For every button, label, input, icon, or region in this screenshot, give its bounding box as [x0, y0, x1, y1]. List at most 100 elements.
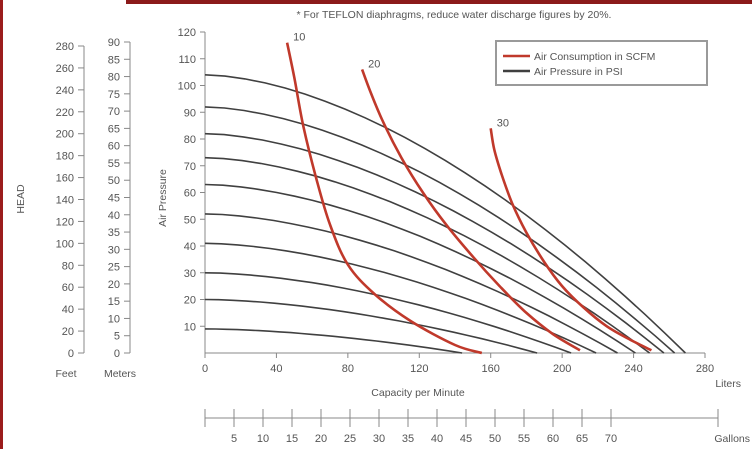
top-band — [126, 0, 752, 4]
feet-tick-label: 260 — [56, 63, 74, 75]
air-consumption-curve-label: 30 — [497, 117, 509, 129]
gallons-tick-label: 45 — [460, 433, 472, 445]
air-consumption-curve-label: 20 — [368, 58, 380, 70]
x-axis-title: Capacity per Minute — [371, 387, 465, 399]
x-tick-label: 40 — [270, 363, 282, 375]
y-tick-label: 40 — [184, 241, 196, 253]
y-tick-label: 80 — [184, 134, 196, 146]
air-pressure-curve — [204, 298, 538, 354]
air-consumption-curve — [489, 128, 652, 352]
y-tick-label: 20 — [184, 295, 196, 307]
air-pressure-curve — [204, 156, 651, 354]
legend-label-pressure: Air Pressure in PSI — [534, 66, 623, 78]
gallons-tick-label: 20 — [315, 433, 327, 445]
x-tick-label: 0 — [202, 363, 208, 375]
y-tick-label: 90 — [184, 107, 196, 119]
feet-tick-label: 160 — [56, 173, 74, 185]
meters-tick-label: 60 — [108, 141, 120, 153]
legend: Air Consumption in SCFM Air Pressure in … — [495, 40, 708, 86]
teflon-note: * For TEFLON diaphragms, reduce water di… — [297, 9, 612, 21]
x-tick-label: 80 — [342, 363, 354, 375]
meters-tick-label: 0 — [114, 348, 120, 360]
y-tick-label: 110 — [178, 54, 196, 66]
meters-tick-label: 75 — [108, 89, 120, 101]
y-tick-label: 60 — [184, 188, 196, 200]
meters-tick-label: 90 — [108, 37, 120, 49]
meters-tick-label: 30 — [108, 244, 120, 256]
gallons-tick-label: 5 — [231, 433, 237, 445]
x-tick-label: 120 — [410, 363, 428, 375]
gallons-tick-label: 25 — [344, 433, 356, 445]
y-axis-title: Air Pressure — [157, 169, 169, 227]
air-pressure-curve — [204, 328, 463, 354]
y-tick-label: 10 — [184, 321, 196, 333]
left-frame-bar — [0, 0, 3, 449]
feet-tick-label: 120 — [56, 216, 74, 228]
air-consumption-curve — [285, 42, 483, 355]
gallons-tick-label: 35 — [402, 433, 414, 445]
meters-tick-label: 35 — [108, 227, 120, 239]
gallons-tick-label: 40 — [431, 433, 443, 445]
air-consumption-curve-label: 10 — [293, 32, 305, 44]
meters-tick-label: 20 — [108, 279, 120, 291]
legend-label-consumption: Air Consumption in SCFM — [534, 51, 655, 63]
gallons-tick-label: 50 — [489, 433, 501, 445]
y-tick-label: 50 — [184, 214, 196, 226]
meters-tick-label: 85 — [108, 54, 120, 66]
air-pressure-curve — [204, 272, 572, 354]
y-tick-label: 30 — [184, 268, 196, 280]
air-pressure-curve — [204, 74, 686, 354]
air-pressure-curve — [204, 183, 636, 354]
gallons-tick-label: 65 — [576, 433, 588, 445]
feet-tick-label: 140 — [56, 195, 74, 207]
feet-tick-label: 220 — [56, 107, 74, 119]
meters-tick-label: 70 — [108, 106, 120, 118]
air-consumption-curves: 10 20 30 — [285, 32, 652, 355]
gallons-tick-label: 15 — [286, 433, 298, 445]
meters-tick-label: 10 — [108, 313, 120, 325]
x-tick-label: 160 — [482, 363, 500, 375]
x-tick-label: 240 — [624, 363, 642, 375]
head-axis-title: HEAD — [15, 184, 27, 214]
y-tick-label: 70 — [184, 161, 196, 173]
air-consumption-curve — [360, 68, 581, 352]
feet-tick-label: 180 — [56, 151, 74, 163]
feet-tick-label: 240 — [56, 85, 74, 97]
feet-tick-label: 200 — [56, 129, 74, 141]
x-tick-label: 200 — [553, 363, 571, 375]
feet-tick-label: 60 — [62, 282, 74, 294]
meters-unit-label: Meters — [104, 368, 136, 380]
meters-tick-label: 45 — [108, 193, 120, 205]
meters-tick-label: 80 — [108, 72, 120, 84]
gallons-tick-label: 70 — [605, 433, 617, 445]
air-pressure-curve — [204, 132, 665, 354]
meters-tick-label: 40 — [108, 210, 120, 222]
feet-unit-label: Feet — [55, 368, 76, 380]
gallons-tick-label: 60 — [547, 433, 559, 445]
gallons-tick-label: 10 — [257, 433, 269, 445]
feet-tick-label: 280 — [56, 41, 74, 53]
y-tick-label: 100 — [178, 81, 196, 93]
gallons-unit-label: Gallons — [714, 433, 750, 445]
gallons-tick-label: 30 — [373, 433, 385, 445]
gallons-tick-label: 55 — [518, 433, 530, 445]
air-pressure-curve — [204, 213, 618, 354]
meters-tick-label: 15 — [108, 296, 120, 308]
feet-tick-label: 100 — [56, 238, 74, 250]
air-pressure-curve — [204, 106, 676, 354]
meters-tick-label: 25 — [108, 262, 120, 274]
x-tick-label: 280 — [696, 363, 714, 375]
legend-box — [495, 40, 708, 86]
meters-tick-label: 55 — [108, 158, 120, 170]
y-tick-label: 120 — [178, 27, 196, 39]
feet-tick-label: 80 — [62, 260, 74, 272]
feet-tick-label: 0 — [68, 348, 74, 360]
air-pressure-curves — [204, 74, 686, 354]
meters-tick-label: 50 — [108, 175, 120, 187]
meters-tick-label: 65 — [108, 123, 120, 135]
meters-tick-label: 5 — [114, 331, 120, 343]
feet-tick-label: 40 — [62, 304, 74, 316]
